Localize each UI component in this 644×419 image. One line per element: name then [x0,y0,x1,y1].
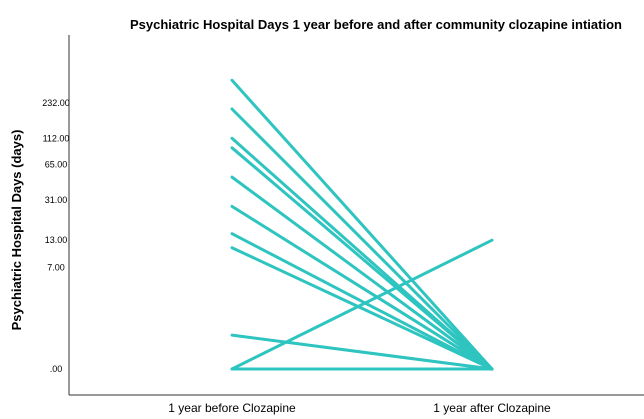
y-tick-label: .00 [50,364,63,374]
series-line [230,232,494,371]
y-tick-label: 13.00 [45,235,68,245]
y-tick-label: 65.00 [45,160,68,170]
y-tick-label: 112.00 [43,133,70,143]
series-line [230,107,494,371]
y-tick-label: 31.00 [45,195,68,205]
series-line [230,238,494,371]
x-tick-label: 1 year after Clozapine [433,401,551,415]
y-tick-label: 232.00 [42,98,70,108]
x-ticks: 1 year before Clozapine 1 year after Cloz… [168,401,551,415]
series-line [230,246,494,371]
x-tick-label: 1 year before Clozapine [168,401,296,415]
series-line [230,78,494,371]
series-line [230,333,494,371]
y-axis-label: Psychiatric Hospital Days (days) [9,130,24,331]
series-line [230,175,494,371]
series-lines [230,78,494,371]
series-line [230,204,494,371]
chart-title: Psychiatric Hospital Days 1 year before … [130,17,622,32]
y-ticks: .00 7.00 13.00 31.00 65.00 112.00 232.00 [42,98,70,374]
y-tick-label: 7.00 [47,263,65,273]
series-line [230,146,494,371]
